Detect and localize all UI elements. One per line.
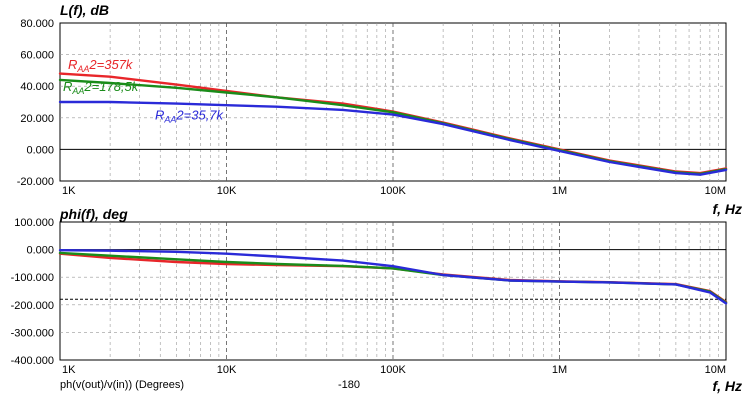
y-tick-label: -20.000 bbox=[17, 176, 54, 188]
bottom-plot-frame bbox=[59, 221, 727, 361]
y-tick-label: 60.000 bbox=[20, 50, 54, 62]
top-x-ticks: 1K 10K 100K 1M 10M bbox=[62, 185, 726, 197]
y-tick-label: 40.000 bbox=[20, 81, 54, 93]
x-tick-label: 1M bbox=[552, 185, 567, 197]
top-chart-title: L(f), dB bbox=[60, 2, 109, 18]
y-tick-label: 100.000 bbox=[14, 217, 54, 229]
bottom-chart-title: phi(f), deg bbox=[59, 206, 128, 222]
top-series-labels: RAA2=357k RAA2=178,5k RAA2=35,7k bbox=[63, 57, 225, 125]
x-tick-label: 1K bbox=[62, 185, 76, 197]
series-label-3: RAA2=35,7k bbox=[155, 107, 225, 124]
x-tick-label: 10K bbox=[217, 364, 237, 376]
x-tick-label: 10K bbox=[217, 185, 237, 197]
y-tick-label: -200.000 bbox=[11, 300, 54, 312]
bottom-x-ticks: 1K 10K 100K 1M 10M bbox=[62, 364, 726, 376]
x-tick-label: 10M bbox=[705, 185, 726, 197]
x-tick-label: 100K bbox=[380, 185, 406, 197]
series-label-2: RAA2=178,5k bbox=[63, 79, 140, 96]
top-y-ticks: 80.000 60.000 40.000 20.000 0.000 -20.000 bbox=[17, 18, 54, 188]
bottom-grid bbox=[60, 222, 726, 360]
bottom-x-axis-label: f, Hz bbox=[712, 378, 742, 394]
footer-trace-expression: ph(v(out)/v(in)) (Degrees) bbox=[60, 379, 184, 391]
top-x-axis-label: f, Hz bbox=[712, 201, 742, 217]
bottom-series-lines bbox=[58, 248, 728, 305]
series-label-1: RAA2=357k bbox=[68, 57, 134, 74]
y-tick-label: -100.000 bbox=[11, 272, 54, 284]
top-series-lines bbox=[58, 72, 728, 176]
y-tick-label: 20.000 bbox=[20, 113, 54, 125]
y-tick-label: 0.000 bbox=[26, 144, 54, 156]
footer-reference-value: -180 bbox=[338, 379, 360, 391]
bottom-y-ticks: 100.000 0.000 -100.000 -200.000 -300.000 -400… bbox=[11, 217, 54, 367]
x-tick-label: 1M bbox=[552, 364, 567, 376]
x-tick-label: 10M bbox=[705, 364, 726, 376]
y-tick-label: 0.000 bbox=[26, 245, 54, 257]
x-tick-label: 100K bbox=[380, 364, 406, 376]
magnitude-series-line-3 bbox=[58, 100, 728, 176]
bottom-plot-area bbox=[58, 221, 728, 361]
x-tick-label: 1K bbox=[62, 364, 76, 376]
y-tick-label: -400.000 bbox=[11, 355, 54, 367]
y-tick-label: 80.000 bbox=[20, 18, 54, 30]
phase-series-line-3 bbox=[58, 248, 728, 305]
top-plot-area: RAA2=357k RAA2=178,5k RAA2=35,7k bbox=[58, 22, 728, 182]
y-tick-label: -300.000 bbox=[11, 327, 54, 339]
